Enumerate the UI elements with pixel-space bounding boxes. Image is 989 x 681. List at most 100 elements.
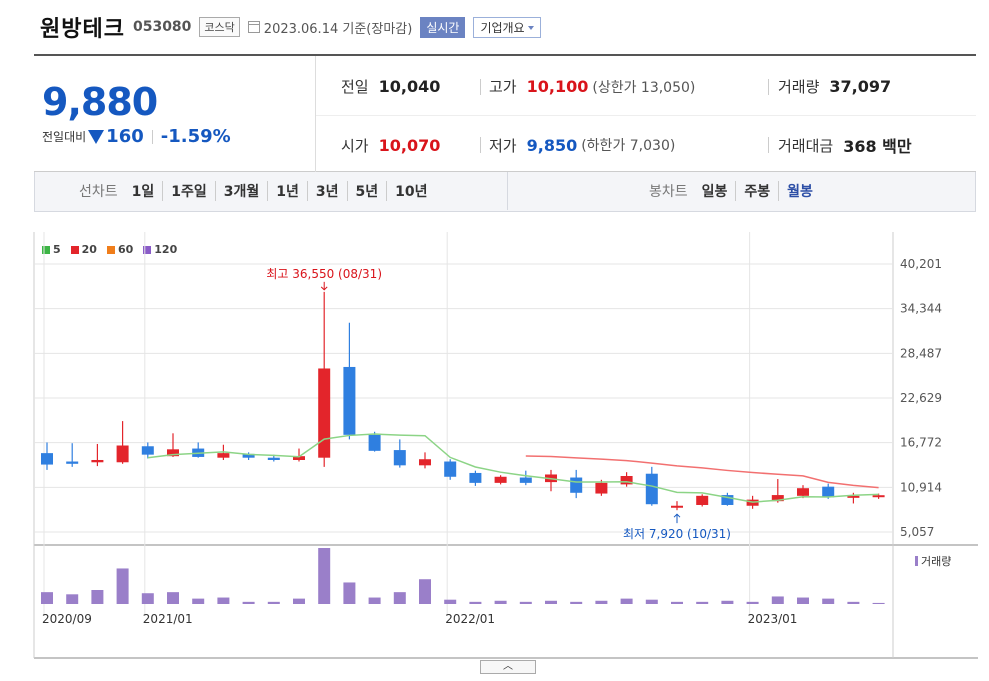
x-tick-label: 2022/01 <box>445 612 495 626</box>
period-3m[interactable]: 3개월 <box>214 181 268 201</box>
volume-bar <box>671 601 683 604</box>
y-tick-label: 28,487 <box>900 346 942 360</box>
market-badge: 코스닥 <box>199 17 240 37</box>
period-1w[interactable]: 1주일 <box>162 181 215 201</box>
volume-bar <box>444 599 457 604</box>
candle-body <box>167 449 179 457</box>
company-name: 원방테크 <box>40 17 125 42</box>
candle-body <box>368 434 381 451</box>
volume-bar <box>519 601 532 604</box>
amount-label: 거래대금 <box>778 136 834 155</box>
y-tick-label: 10,914 <box>900 480 942 494</box>
high-label: 고가 <box>489 78 517 96</box>
quote-row-1: 전일 10,040 고가 10,100 (상한가 13,050) 거래량 37,… <box>316 58 976 116</box>
candle-body <box>419 459 431 466</box>
legend-swatch <box>70 245 79 254</box>
y-tick-label: 16,772 <box>900 436 942 450</box>
volume-bar <box>595 600 608 604</box>
volume-bar <box>746 601 759 604</box>
candle-body <box>620 476 633 485</box>
divider <box>151 129 153 144</box>
candle-body <box>595 482 608 494</box>
low-label: 저가 <box>489 136 517 155</box>
candle-body <box>217 453 230 458</box>
max-annotation: 최고 36,550 (08/31) <box>266 267 382 281</box>
calendar-icon <box>247 21 260 33</box>
candle-body <box>570 477 583 493</box>
volume-value: 37,097 <box>829 77 892 96</box>
stock-header: 원방테크 053080 코스닥 2023.06.14 기준(장마감) 실시간 기… <box>40 10 541 44</box>
volume-bar <box>872 602 885 604</box>
period-3y[interactable]: 3년 <box>306 181 347 201</box>
overview-dropdown[interactable]: 기업개요 <box>473 16 541 38</box>
open-label: 시가 <box>341 136 369 155</box>
candle-body <box>66 461 79 464</box>
candle-body <box>872 495 885 498</box>
upper-limit: (상한가 13,050) <box>592 79 696 96</box>
volume-bar <box>267 601 280 604</box>
line-chart-group: 선차트 1일 1주일 3개월 1년 3년 5년 10년 <box>79 172 436 210</box>
volume-legend-label: 거래량 <box>921 555 951 568</box>
prev-close-label: 전일 <box>341 78 369 96</box>
volume-bar <box>91 590 104 604</box>
volume-bar <box>469 601 482 604</box>
volume-bar <box>318 548 331 604</box>
date-text: 2023.06.14 기준(장마감) <box>263 21 413 37</box>
y-tick-label: 34,344 <box>900 302 942 316</box>
prev-close-value: 10,040 <box>378 77 441 96</box>
volume-bar <box>141 593 154 604</box>
period-10y[interactable]: 10년 <box>386 181 435 201</box>
y-tick-label: 5,057 <box>900 525 934 539</box>
low-value: 9,850 <box>526 135 578 155</box>
candle-monthly[interactable]: 월봉 <box>778 181 821 201</box>
divider <box>768 137 769 153</box>
period-1y[interactable]: 1년 <box>267 181 307 201</box>
candlestick-chart[interactable]: 40,201 34,344 28,487 22,629 16,772 10,914 5,05… <box>0 212 989 660</box>
volume-bar <box>620 598 633 604</box>
collapse-button[interactable]: ︿ <box>480 660 536 674</box>
candle-body <box>267 457 280 460</box>
divider <box>768 78 769 95</box>
legend-swatch <box>143 245 152 254</box>
legend-ma20: 20 <box>70 243 97 256</box>
candle-body <box>141 446 154 455</box>
candle-body <box>343 366 356 435</box>
candle-body <box>116 445 129 463</box>
line-chart-title: 선차트 <box>79 184 118 200</box>
volume-bar <box>343 582 356 604</box>
volume-bar <box>797 597 809 604</box>
volume-bar <box>167 592 179 604</box>
min-arrow-head <box>673 513 681 518</box>
prev-close: 전일 10,040 <box>341 76 440 97</box>
lower-limit: (하한가 7,030) <box>581 138 676 154</box>
candle-body <box>444 461 457 477</box>
candle-body <box>847 495 860 498</box>
ma-legend: 5 20 60 120 <box>42 243 177 256</box>
max-arrow-head <box>320 286 328 291</box>
legend-label: 20 <box>81 243 97 256</box>
legend-label: 120 <box>154 243 178 256</box>
current-price: 9,880 <box>42 80 158 124</box>
ma20-line <box>525 455 879 489</box>
candle-body <box>721 495 734 505</box>
candle-chart-group: 봉차트 일봉 주봉 월봉 <box>649 172 821 210</box>
candle-body <box>797 488 809 496</box>
volume-legend-swatch <box>915 556 918 566</box>
candle-weekly[interactable]: 주봉 <box>735 181 778 201</box>
change-row: 전일대비 160 -1.59% <box>42 126 231 147</box>
stock-code: 053080 <box>132 19 192 35</box>
candle-body <box>242 453 255 458</box>
realtime-button[interactable]: 실시간 <box>420 16 466 38</box>
quote-row-2: 시가 10,070 저가 9,850 (하한가 7,030) 거래대금 368 … <box>316 116 976 174</box>
volume-bar <box>570 601 583 604</box>
period-5y[interactable]: 5년 <box>346 181 387 201</box>
divider <box>480 78 481 95</box>
down-arrow-icon <box>88 129 105 144</box>
volume-bar <box>217 597 230 604</box>
candle-daily[interactable]: 일봉 <box>701 184 728 200</box>
candle-body <box>91 459 104 463</box>
candle-chart-title: 봉차트 <box>649 184 688 200</box>
period-1d[interactable]: 1일 <box>131 184 155 200</box>
amount-value: 368 백만 <box>843 137 912 156</box>
volume-bar <box>847 601 860 604</box>
